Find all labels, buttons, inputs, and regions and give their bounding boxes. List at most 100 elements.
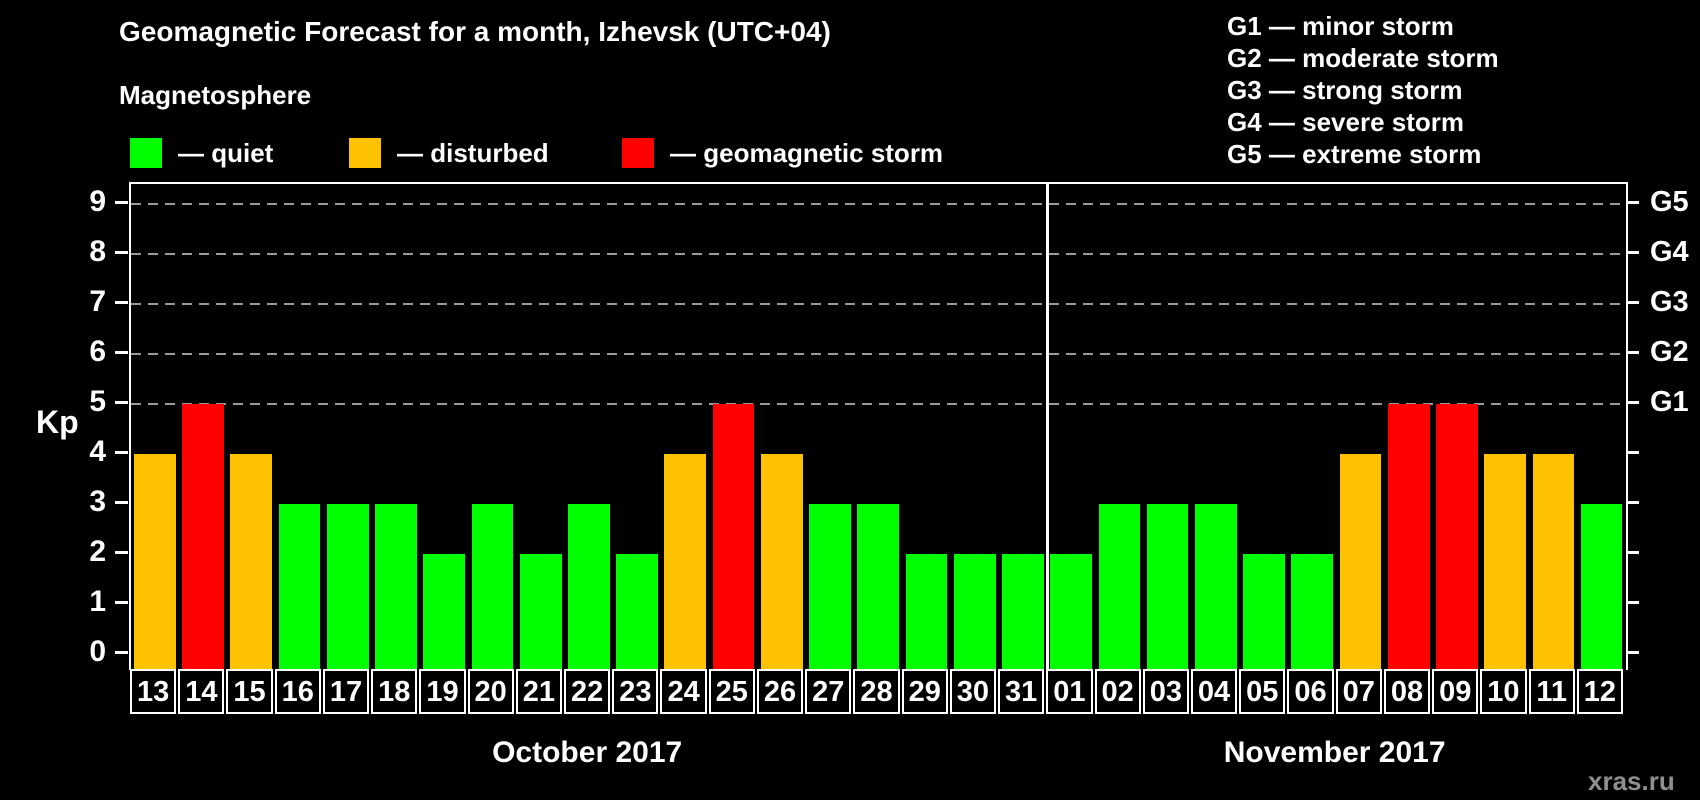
month-separator-line: [1045, 184, 1049, 670]
y-axis-label-8: 8: [89, 235, 106, 268]
y-axis-tick-left: [115, 400, 128, 404]
date-cell-27: 27: [805, 669, 852, 714]
y-axis-tick-right: [1626, 400, 1639, 404]
date-cell-08: 08: [1383, 669, 1431, 714]
date-cell-07: 07: [1335, 669, 1382, 714]
g-scale-label-G1: G1: [1650, 386, 1689, 418]
date-cell-21: 21: [515, 669, 563, 714]
kp-bar-15: [230, 454, 273, 670]
kp-bar-19: [423, 554, 466, 670]
legend-item-storm: — geomagnetic storm: [622, 136, 943, 170]
kp-bar-04: [1194, 504, 1237, 670]
kp-bar-22: [568, 504, 610, 670]
date-cell-02: 02: [1094, 669, 1141, 714]
date-axis: 13 14 15 16 17 18 19 20 21 22 23 24 25 26 27 28 29 30 31 01…: [129, 669, 1624, 716]
y-axis-label-3: 3: [89, 485, 106, 518]
kp-bar-02: [1098, 504, 1141, 670]
kp-bar-31: [1002, 554, 1044, 670]
y-axis-label-9: 9: [89, 185, 106, 218]
date-cell-05: 05: [1239, 669, 1286, 714]
y-axis-tick-right: [1626, 200, 1639, 204]
date-cell-18: 18: [371, 669, 418, 714]
date-cell-26: 26: [756, 669, 804, 714]
y-axis-tick-right: [1626, 250, 1639, 254]
y-axis-tick-right: [1626, 450, 1639, 454]
kp-bar-01: [1050, 554, 1092, 670]
y-axis-tick-left: [115, 600, 128, 604]
date-cell-16: 16: [274, 669, 321, 714]
storm-scale-line-1: G1 — minor storm: [1227, 11, 1454, 41]
gridline-kp-8: [131, 253, 1626, 255]
y-axis-tick-right: [1626, 600, 1639, 604]
g-scale-label-G4: G4: [1650, 236, 1689, 268]
kp-bar-06: [1291, 554, 1334, 670]
date-cell-03: 03: [1142, 669, 1189, 714]
y-axis-tick-left: [115, 200, 128, 204]
date-cell-04: 04: [1190, 669, 1238, 714]
kp-bar-08: [1387, 404, 1430, 670]
date-cell-01: 01: [1046, 669, 1093, 714]
kp-bar-21: [519, 554, 562, 670]
quiet-color-swatch: [130, 138, 162, 168]
legend-label-storm: — geomagnetic storm: [670, 137, 944, 168]
kp-bar-25: [712, 404, 755, 670]
kp-bar-17: [326, 504, 369, 670]
y-axis-label-1: 1: [89, 585, 106, 618]
storm-scale-line-5: G5 — extreme storm: [1227, 139, 1482, 169]
kp-bar-20: [471, 504, 514, 670]
date-cell-20: 20: [467, 669, 514, 714]
page-title: Geomagnetic Forecast for a month, Izhevs…: [119, 16, 831, 47]
date-cell-22: 22: [564, 669, 611, 714]
kp-bar-24: [664, 454, 707, 670]
y-axis-label-7: 7: [89, 285, 106, 318]
date-cell-24: 24: [660, 669, 707, 714]
y-axis-tick-right: [1626, 650, 1639, 654]
plot-area: [129, 182, 1628, 670]
kp-bar-27: [809, 504, 851, 670]
gridline-kp-6: [131, 353, 1626, 355]
y-axis-tick-left: [115, 300, 128, 304]
date-cell-11: 11: [1528, 669, 1575, 714]
y-axis-tick-left: [115, 550, 128, 554]
kp-bar-05: [1243, 554, 1285, 670]
y-axis-label-2: 2: [89, 535, 106, 568]
chart-subtitle: Magnetosphere: [119, 80, 312, 110]
y-axis-tick-left: [115, 350, 128, 354]
y-axis-label-5: 5: [89, 385, 106, 418]
date-cell-12: 12: [1576, 669, 1623, 714]
date-cell-23: 23: [612, 669, 659, 714]
storm-scale-line-2: G2 — moderate storm: [1227, 43, 1499, 73]
date-cell-15: 15: [226, 669, 273, 714]
y-axis-tick-left: [115, 450, 128, 454]
date-cell-06: 06: [1287, 669, 1334, 714]
g-scale-label-G3: G3: [1650, 286, 1689, 318]
kp-bar-16: [278, 504, 321, 670]
watermark: xras.ru: [1588, 766, 1675, 796]
legend-label-quiet: — quiet: [178, 137, 274, 168]
date-cell-31: 31: [998, 669, 1045, 714]
gridline-kp-5: [131, 403, 1626, 405]
date-cell-10: 10: [1480, 669, 1527, 714]
date-cell-28: 28: [853, 669, 900, 714]
kp-bar-13: [134, 454, 176, 670]
kp-bar-07: [1339, 454, 1382, 670]
kp-bar-28: [857, 504, 900, 670]
kp-bar-03: [1146, 504, 1189, 670]
date-cell-25: 25: [708, 669, 755, 714]
legend-item-quiet: — quiet: [130, 136, 273, 170]
date-cell-13: 13: [130, 669, 177, 714]
g-scale-label-G2: G2: [1650, 336, 1689, 368]
kp-bar-11: [1532, 454, 1575, 670]
legend-item-disturbed: — disturbed: [349, 136, 549, 170]
y-axis-tick-left: [115, 500, 128, 504]
y-axis-tick-right: [1626, 350, 1639, 354]
date-cell-30: 30: [949, 669, 997, 714]
storm-scale-legend: G1 — minor storm G2 — moderate storm G3 — …: [1227, 10, 1499, 170]
storm-scale-line-3: G3 — strong storm: [1227, 75, 1463, 105]
y-axis-tick-right: [1626, 500, 1639, 504]
kp-bar-30: [953, 554, 996, 670]
date-cell-14: 14: [178, 669, 225, 714]
storm-color-swatch: [622, 138, 654, 168]
y-axis-tick-left: [115, 250, 128, 254]
kp-status-legend: — quiet — disturbed — geomagnetic storm: [0, 136, 1700, 170]
